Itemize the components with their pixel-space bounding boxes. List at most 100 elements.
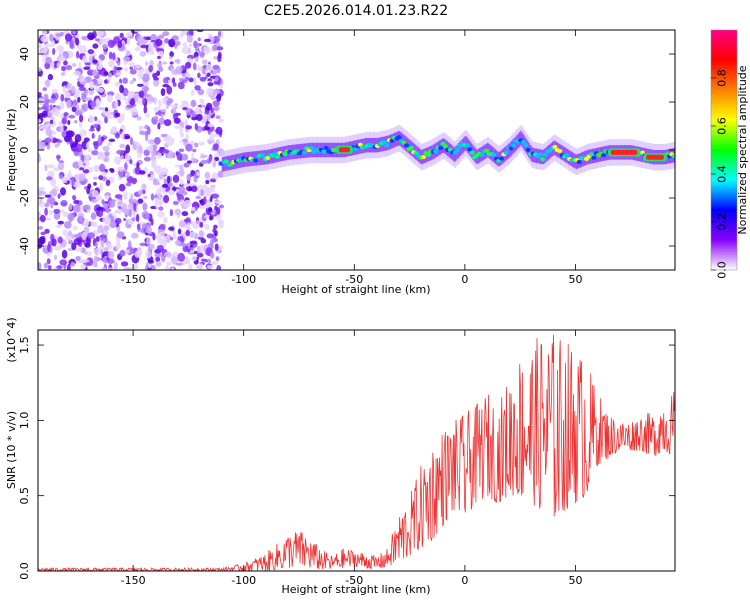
spectrogram-noise-dot — [43, 30, 47, 37]
spectrogram-noise-dot — [38, 186, 46, 191]
spectrogram-noise-dot — [39, 197, 43, 203]
snr-y-tick-label: 0.0 — [18, 562, 31, 580]
spectrogram-band-cell — [388, 135, 391, 150]
spectrogram-band-cell — [387, 135, 390, 150]
spectrogram-noise-dot — [162, 149, 170, 154]
spectrogram-noise-dot — [132, 112, 139, 116]
spectrogram-noise-dot — [212, 64, 220, 70]
spectrogram-noise-dot — [132, 144, 138, 151]
spectrogram-noise-dot — [96, 156, 102, 160]
spectrogram-noise-dot — [64, 221, 72, 229]
spectrogram-band-cell — [303, 143, 307, 158]
spectrogram-noise-dot — [104, 79, 108, 84]
spectrogram-noise-dot — [83, 137, 90, 143]
spectrogram-noise-dot — [180, 100, 189, 105]
spectrogram-noise-dot — [53, 212, 61, 220]
spectrogram-noise-dot — [195, 114, 203, 121]
spectrogram-noise-dot — [157, 152, 162, 159]
spectrogram-noise-dot — [44, 44, 48, 53]
spectrogram-band-cell — [508, 143, 511, 158]
spectrogram-noise-dot — [158, 99, 162, 108]
spectrogram-noise-dot — [88, 128, 96, 132]
spectrogram-noise-dot — [50, 178, 57, 187]
spectrogram-noise-dot — [154, 253, 162, 258]
spectrogram-noise-dot — [118, 183, 126, 192]
spectrogram-noise-dot — [93, 141, 99, 150]
spectrogram-noise-dot — [138, 90, 145, 99]
spectrogram-noise-dot — [95, 38, 100, 42]
spectrogram-noise-dot — [98, 175, 104, 181]
spectrogram-noise-dot — [47, 73, 54, 81]
spectrogram-noise-dot — [107, 72, 113, 77]
colorbar-tick-label: 0.2 — [716, 213, 729, 231]
spectrogram-noise-dot — [76, 88, 81, 97]
spectrogram-noise-dot — [179, 164, 184, 170]
spectrogram-noise-dot — [214, 205, 218, 211]
spectrogram-x-tick-label: -150 — [121, 273, 146, 286]
spectrogram-noise-dot — [79, 167, 84, 171]
spectrogram-core-blob — [464, 143, 470, 148]
spectrogram-noise-dot — [206, 72, 211, 77]
spectrogram-noise-dot — [105, 179, 111, 186]
colorbar: 0.0 0.2 0.4 0.6 0.8 Normalized spectral ampl… — [710, 29, 749, 279]
spectrogram-band-cell — [514, 136, 518, 151]
spectrogram-noise-dot — [196, 65, 203, 71]
spectrogram-noise-dot — [71, 106, 77, 113]
spectrogram-noise-dot — [99, 183, 104, 192]
spectrogram-noise-dot — [71, 176, 75, 186]
spectrogram-core-blob — [671, 154, 675, 159]
spectrogram-noise-dot — [92, 69, 98, 77]
spectrogram-noise-dot — [102, 43, 108, 50]
spectrogram-noise-dot — [216, 265, 222, 270]
spectrogram-noise-dot — [189, 240, 198, 245]
spectrogram-noise-dot — [155, 38, 163, 47]
spectrogram-noise-dot — [159, 223, 166, 230]
spectrogram-noise-dot — [113, 156, 121, 164]
spectrogram-noise-dot — [215, 256, 220, 262]
spectrogram-noise-dot — [144, 213, 150, 220]
spectrogram-noise-dot — [123, 191, 128, 201]
spectrogram-noise-dot — [59, 259, 67, 266]
spectrogram-noise-dot — [141, 97, 146, 105]
spectrogram-noise-dot — [66, 99, 72, 109]
spectrogram-noise-dot — [204, 223, 210, 230]
spectrogram-noise-dot — [119, 143, 125, 149]
spectrogram-noise-dot — [114, 100, 119, 109]
spectrogram-noise-dot — [58, 174, 63, 180]
spectrogram-noise-dot — [206, 63, 212, 72]
spectrogram-noise-dot — [201, 59, 208, 65]
spectrogram-noise-dot — [130, 97, 136, 106]
spectrogram-noise-dot — [160, 108, 167, 113]
spectrogram-band-cell — [258, 150, 261, 166]
spectrogram-noise-dot — [113, 261, 118, 270]
spectrogram-noise-dot — [70, 262, 76, 267]
spectrogram-noise-dot — [115, 132, 120, 139]
spectrogram-band-cell — [520, 130, 523, 146]
spectrogram-noise-dot — [56, 154, 60, 162]
spectrogram-core-blob — [523, 142, 529, 147]
spectrogram-noise-dot — [52, 48, 56, 55]
spectrogram-noise-dot — [216, 93, 222, 102]
spectrogram-noise-dot — [78, 248, 83, 252]
colorbar-tick-label: 0.0 — [716, 261, 729, 279]
spectrogram-noise-dot — [144, 81, 149, 86]
spectrogram-noise-dot — [69, 40, 74, 49]
spectrogram-noise-dot — [217, 30, 222, 38]
spectrogram-noise-dot — [92, 59, 98, 64]
spectrogram-noise-dot — [171, 256, 179, 265]
spectrogram-noise-dot — [174, 208, 181, 216]
spectrogram-noise-dot — [169, 56, 173, 60]
spectrogram-band-cell — [594, 148, 597, 163]
spectrogram-core-blob — [537, 152, 543, 157]
spectrogram-noise-dot — [153, 106, 161, 112]
snr-y-tick-label: 0.5 — [18, 487, 31, 505]
spectrogram-noise-dot — [127, 240, 132, 250]
spectrogram-x-label: Height of straight line (km) — [281, 283, 430, 296]
spectrogram-band-cell — [468, 140, 471, 155]
spectrogram-core-blob — [576, 160, 582, 164]
spectrogram-noise-dot — [135, 47, 139, 52]
spectrogram-noise-dot — [97, 87, 105, 93]
spectrogram-noise-dot — [138, 170, 146, 175]
spectrogram-band-cell — [261, 150, 264, 165]
spectrogram-noise-dot — [160, 88, 166, 97]
